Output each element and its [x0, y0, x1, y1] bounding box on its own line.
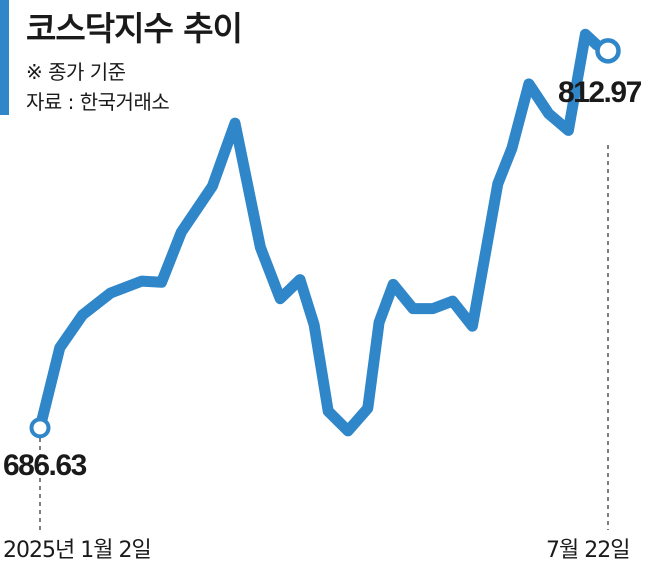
accent-bar: [0, 0, 9, 115]
end-point-marker: [595, 38, 621, 64]
start-value-label: 686.63: [3, 449, 87, 482]
chart-source: 자료 : 한국거래소: [26, 90, 170, 114]
chart-note: ※ 종가 기준: [26, 60, 126, 84]
start-point-marker: [29, 417, 51, 439]
start-date-label: 2025년 1월 2일: [3, 538, 151, 563]
end-value-label: 812.97: [558, 76, 642, 109]
series-line: [34, 28, 614, 437]
chart-title: 코스닥지수 추이: [26, 9, 243, 48]
end-date-label: 7월 22일: [546, 538, 629, 563]
